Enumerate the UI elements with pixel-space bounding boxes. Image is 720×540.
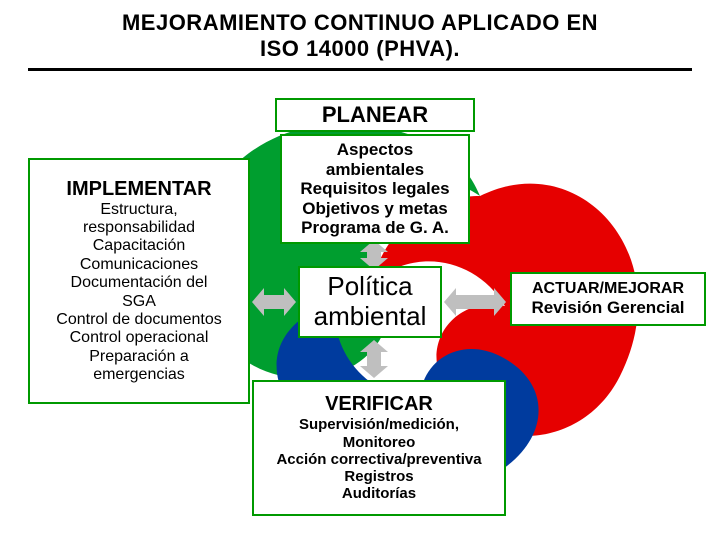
planear-body-line: Programa de G. A. <box>301 218 449 238</box>
center-line: ambiental <box>314 302 427 332</box>
arrow-implementar-to-center <box>252 288 296 316</box>
actuar-mejorar-box: ACTUAR/MEJORAR Revisión Gerencial <box>510 272 706 326</box>
verificar-body-line: Auditorías <box>276 485 481 502</box>
implementar-box: IMPLEMENTAR Estructura,responsabilidadCa… <box>28 158 250 404</box>
planear-body-box: AspectosambientalesRequisitos legalesObj… <box>280 134 470 244</box>
verificar-body-line: Monitoreo <box>276 434 481 451</box>
diagram-canvas: PLANEAR AspectosambientalesRequisitos le… <box>0 80 720 540</box>
actuar-body-line: Revisión Gerencial <box>531 298 684 318</box>
planear-body-line: Aspectos <box>337 140 414 160</box>
implementar-body-line: Preparación a <box>56 348 221 366</box>
planear-label: PLANEAR <box>322 102 428 127</box>
implementar-body-line: SGA <box>56 293 221 311</box>
title-line1: MEJORAMIENTO CONTINUO APLICADO EN <box>122 10 598 35</box>
actuar-label: ACTUAR/MEJORAR <box>532 280 684 298</box>
center-line: Política <box>327 272 412 302</box>
implementar-body-line: Control operacional <box>56 329 221 347</box>
actuar-body: Revisión Gerencial <box>531 298 684 318</box>
arrow-center-to-actuar <box>444 288 506 316</box>
implementar-body: Estructura,responsabilidadCapacitaciónCo… <box>56 201 221 385</box>
title-underline <box>28 68 692 71</box>
title-line2: ISO 14000 (PHVA). <box>260 36 460 61</box>
implementar-body-line: Control de documentos <box>56 311 221 329</box>
verificar-label: VERIFICAR <box>325 393 433 416</box>
implementar-body-line: emergencias <box>56 366 221 384</box>
planear-body-line: Requisitos legales <box>300 179 449 199</box>
politica-ambiental-box: Políticaambiental <box>298 266 442 338</box>
implementar-body-line: Documentación del <box>56 274 221 292</box>
implementar-body-line: Capacitación <box>56 237 221 255</box>
implementar-body-line: Estructura, <box>56 201 221 219</box>
verificar-body-line: Registros <box>276 468 481 485</box>
implementar-body-line: responsabilidad <box>56 219 221 237</box>
page-title: MEJORAMIENTO CONTINUO APLICADO EN ISO 14… <box>0 0 720 66</box>
implementar-label: IMPLEMENTAR <box>66 178 211 201</box>
verificar-body-line: Supervisión/medición, <box>276 416 481 433</box>
planear-header-box: PLANEAR <box>275 98 475 132</box>
verificar-box: VERIFICAR Supervisión/medición,Monitoreo… <box>252 380 506 516</box>
planear-body-line: ambientales <box>326 160 424 180</box>
implementar-body-line: Comunicaciones <box>56 256 221 274</box>
verificar-body-line: Acción correctiva/preventiva <box>276 451 481 468</box>
verificar-body: Supervisión/medición,MonitoreoAcción cor… <box>276 416 481 502</box>
arrow-center-to-verificar <box>360 340 388 378</box>
planear-body-line: Objetivos y metas <box>302 199 448 219</box>
